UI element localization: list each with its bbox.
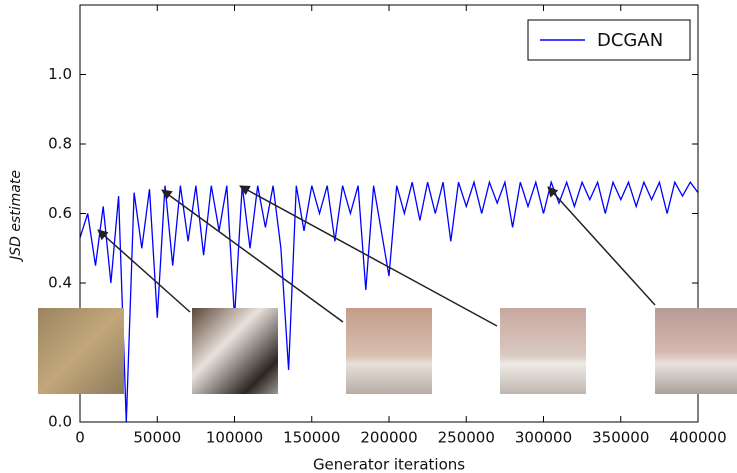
x-tick-label: 250000 [438,429,495,447]
y-tick-label: 0.8 [48,135,72,153]
thumbnails [38,308,737,394]
legend-label: DCGAN [597,30,663,51]
sample-image [346,308,432,394]
plot-area [79,179,699,423]
arrow [547,186,656,306]
y-tick-label: 0.0 [48,413,72,431]
x-tick-label: 50000 [133,429,181,447]
data-line [79,179,699,423]
x-tick-label: 350000 [592,429,649,447]
sample-image [655,308,737,394]
x-axis-label: Generator iterations [313,456,465,473]
x-tick-label: 400000 [669,429,726,447]
x-tick-label: 150000 [283,429,340,447]
legend: DCGAN [527,19,691,61]
x-tick-label: 100000 [206,429,263,447]
sample-image [38,308,124,394]
arrow [161,189,344,323]
arrow [239,185,498,327]
x-tick-label: 200000 [360,429,417,447]
arrows [97,185,656,327]
y-tick-label: 0.4 [48,274,72,292]
y-tick-label: 0.6 [48,204,72,222]
y-tick-label: 1.0 [48,65,72,83]
sample-image [500,308,586,394]
arrow [97,229,191,313]
x-tick-label: 300000 [515,429,572,447]
x-tick-label: 0 [75,429,85,447]
sample-image [192,308,278,394]
y-axis-label: JSD estimate [8,170,24,263]
